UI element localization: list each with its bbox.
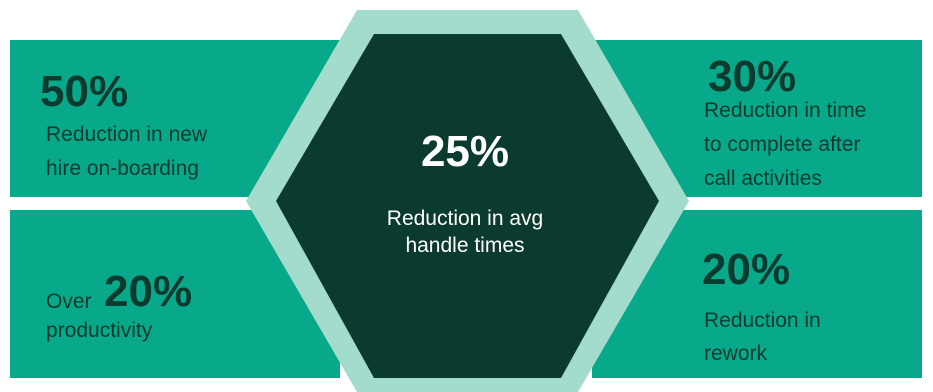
stat-label-top-left-line2: hire on-boarding: [46, 157, 199, 180]
stat-label-center: Reduction in avg handle times: [340, 205, 590, 259]
stat-label-top-right-line3: call activities: [704, 167, 822, 190]
stat-value-center: 25%: [420, 127, 510, 176]
hexagon-inner: [276, 34, 659, 378]
stat-label-top-left-line1: Reduction in new: [46, 123, 208, 146]
stat-value-top-left: 50%: [40, 67, 129, 116]
stat-label-top-right-line1: Reduction in time: [704, 99, 867, 122]
stat-label-bottom-right-line1: Reduction in: [704, 309, 821, 332]
stat-value-bottom-right: 20%: [702, 245, 791, 294]
stat-label-center-line2: handle times: [405, 234, 525, 257]
stat-label-center-line1: Reduction in avg: [386, 207, 544, 230]
stat-label-bottom-left-line1: productivity: [46, 319, 153, 342]
stat-label-top-right-line2: to complete after: [704, 133, 861, 156]
stat-label-bottom-right-line2: rework: [704, 342, 768, 365]
stat-value-top-right: 30%: [708, 52, 797, 101]
stat-value-bottom-left: 20%: [104, 267, 193, 316]
stat-prefix-bottom-left: Over: [46, 290, 92, 313]
